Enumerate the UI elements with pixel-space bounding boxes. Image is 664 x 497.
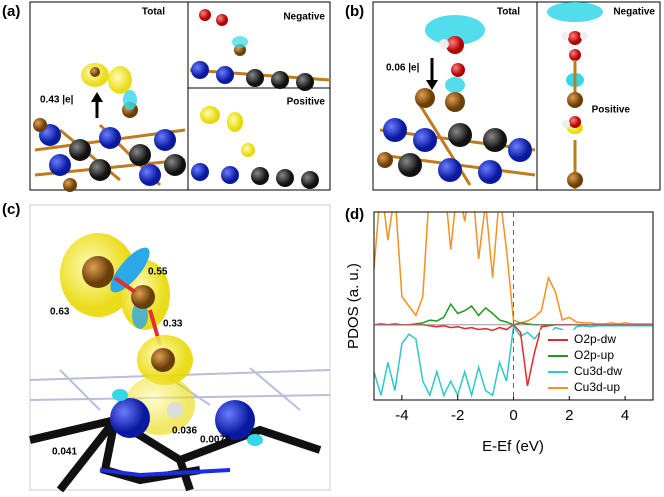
- x-tick-label: 4: [621, 407, 629, 424]
- structure: [547, 2, 603, 190]
- y-axis-label: PDOS (a. u.): [345, 263, 362, 349]
- label: 0.041: [52, 447, 77, 458]
- structure: [377, 15, 536, 186]
- label: Negative: [283, 12, 325, 23]
- panel-label: (b): [345, 3, 364, 20]
- panel-c: (c) 0.63 0.55 0.33 0.036 0.041 0.0070: [2, 201, 331, 493]
- panel-label: (a): [2, 3, 20, 20]
- structure: [189, 9, 331, 189]
- legend-label: O2p-up: [574, 348, 614, 362]
- x-tick-label: -4: [395, 407, 408, 424]
- panel-label: (c): [2, 201, 20, 218]
- label: 0.43 |e|: [40, 95, 74, 106]
- panel-label: (d): [345, 206, 364, 223]
- x-tick-label: 0: [509, 407, 517, 424]
- arrow: [426, 80, 438, 90]
- legend-label: Cu3d-up: [574, 380, 620, 394]
- structure: [29, 233, 331, 493]
- x-tick-label: -2: [451, 407, 464, 424]
- x-tick-label: 2: [565, 407, 573, 424]
- legend-label: Cu3d-dw: [574, 364, 622, 378]
- label: 0.0070: [200, 435, 231, 446]
- label: 0.06 |e|: [386, 63, 420, 74]
- panel-a: (a) Total Negative Positive 0.43 |e|: [2, 1, 331, 192]
- label: 0.63: [50, 307, 70, 318]
- label: 0.036: [172, 426, 197, 437]
- pdos-line: [374, 324, 653, 399]
- structure: [33, 63, 186, 192]
- panel-b: (b) Total Negative Positive 0.06 |e|: [345, 1, 661, 191]
- label: Negative: [613, 7, 655, 18]
- label: 0.33: [163, 319, 183, 330]
- arrow: [91, 92, 103, 102]
- label: Positive: [592, 105, 631, 116]
- label: 0.55: [148, 267, 168, 278]
- label: Total: [497, 7, 520, 18]
- x-axis-label: E-Ef (eV): [482, 438, 544, 455]
- label: Total: [142, 7, 165, 18]
- legend-label: O2p-dw: [574, 332, 616, 346]
- label: Positive: [287, 97, 326, 108]
